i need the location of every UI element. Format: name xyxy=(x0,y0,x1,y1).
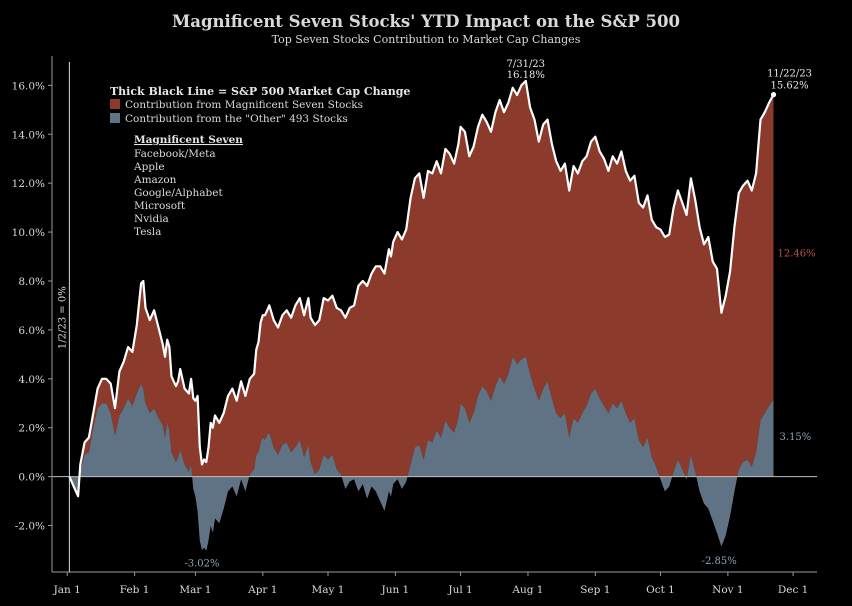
group-list-item: Microsoft xyxy=(134,200,186,212)
area-layer xyxy=(69,80,774,551)
mag7-end-value-label: 12.46% xyxy=(778,249,816,260)
peak-date-label: 7/31/23 xyxy=(506,59,545,70)
x-tick-label: Aug 1 xyxy=(511,584,543,596)
x-tick-label: Dec 1 xyxy=(778,584,809,596)
x-tick-label: Feb 1 xyxy=(120,584,150,596)
group-list-title: Magnificent Seven xyxy=(134,134,243,146)
group-list-item: Apple xyxy=(133,161,165,173)
y-tick-label: 6.0% xyxy=(18,325,45,337)
end-point-marker xyxy=(770,92,777,98)
area-mag7-contribution xyxy=(69,80,774,551)
x-tick-label: Jun 1 xyxy=(380,584,409,596)
y-tick-label: 8.0% xyxy=(18,276,45,288)
other-march-low-label: -3.02% xyxy=(184,558,219,569)
series-line-total xyxy=(68,79,775,498)
group-list-item: Facebook/Meta xyxy=(134,148,216,160)
x-tick-label: Mar 1 xyxy=(179,584,211,596)
group-list-item: Amazon xyxy=(133,174,177,186)
x-tick-label: Oct 1 xyxy=(646,584,675,596)
legend-header: Thick Black Line = S&P 500 Market Cap Ch… xyxy=(110,85,410,98)
chart-subtitle: Top Seven Stocks Contribution to Market … xyxy=(272,33,581,46)
x-tick-label: Nov 1 xyxy=(712,584,743,596)
y-tick-label: 14.0% xyxy=(12,129,45,141)
group-list-item: Tesla xyxy=(134,226,161,238)
y-tick-label: 16.0% xyxy=(12,80,45,92)
y-tick-label: 4.0% xyxy=(18,374,45,386)
x-tick-label: Jan 1 xyxy=(53,584,81,596)
legend-swatch-other xyxy=(110,113,120,123)
x-tick-label: May 1 xyxy=(312,584,345,596)
y-tick-label: 10.0% xyxy=(12,227,45,239)
peak-value-label: 16.18% xyxy=(507,70,545,81)
legend-label-other: Contribution from the "Other" 493 Stocks xyxy=(125,113,348,125)
legend: Thick Black Line = S&P 500 Market Cap Ch… xyxy=(110,85,410,125)
x-tick-label: Sep 1 xyxy=(580,584,610,596)
y-tick-label: 0.0% xyxy=(18,472,45,484)
x-tick-label: Apr 1 xyxy=(247,584,277,596)
other-oct-low-label: -2.85% xyxy=(702,556,737,567)
group-list: Magnificent Seven Facebook/Meta Apple Am… xyxy=(133,134,243,238)
line-layer xyxy=(68,79,775,498)
axes-layer: -2.0% 0.0% 2.0% 4.0% 6.0% 8.0% 10.0% 12.0% 14.0%… xyxy=(12,56,817,596)
other-end-value-label: 3.15% xyxy=(780,432,812,443)
group-list-item: Google/Alphabet xyxy=(134,187,223,199)
group-list-item: Nvidia xyxy=(134,213,169,225)
y-tick-label: -2.0% xyxy=(15,521,45,533)
end-value-label: 15.62% xyxy=(770,81,808,92)
end-date-label: 11/22/23 xyxy=(767,69,812,80)
legend-swatch-mag7 xyxy=(110,99,120,109)
x-tick-label: Jul 1 xyxy=(447,584,472,596)
y-tick-label: 12.0% xyxy=(12,178,45,190)
area-other-contribution xyxy=(69,356,774,551)
legend-label-mag7: Contribution from Magnificent Seven Stoc… xyxy=(125,99,363,111)
chart-title: Magnificent Seven Stocks' YTD Impact on … xyxy=(172,12,680,31)
start-marker-label: 1/2/23 = 0% xyxy=(57,286,68,349)
y-tick-label: 2.0% xyxy=(18,423,45,435)
